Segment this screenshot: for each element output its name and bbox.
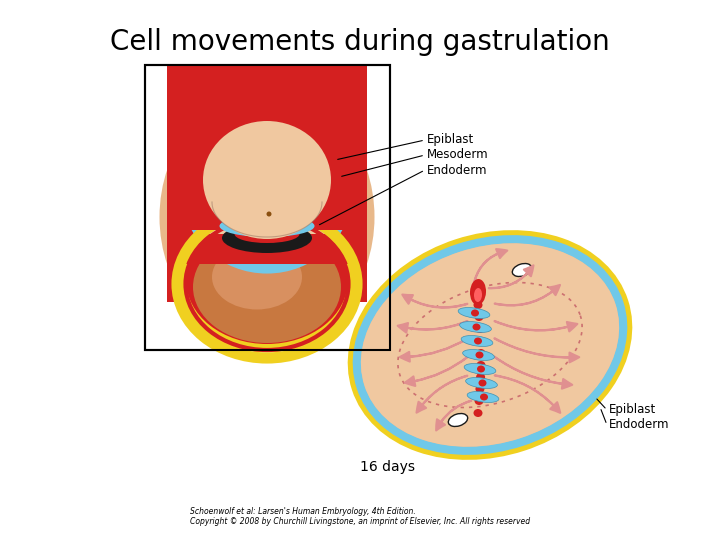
FancyArrowPatch shape <box>495 285 560 306</box>
FancyArrowPatch shape <box>397 321 467 333</box>
Ellipse shape <box>160 90 374 345</box>
Ellipse shape <box>449 414 468 427</box>
Ellipse shape <box>220 215 315 237</box>
Text: Epiblast: Epiblast <box>427 133 474 146</box>
Ellipse shape <box>361 243 619 447</box>
FancyArrowPatch shape <box>494 356 572 389</box>
FancyArrowPatch shape <box>495 338 579 362</box>
Bar <box>177 234 357 264</box>
Ellipse shape <box>474 397 484 405</box>
FancyArrowPatch shape <box>402 294 467 308</box>
FancyArrowPatch shape <box>473 249 508 285</box>
Ellipse shape <box>235 225 300 243</box>
Ellipse shape <box>223 222 311 238</box>
Ellipse shape <box>477 361 485 369</box>
Bar <box>145 65 390 350</box>
Ellipse shape <box>474 409 482 417</box>
Ellipse shape <box>177 207 357 353</box>
Ellipse shape <box>464 363 496 374</box>
Text: Endoderm: Endoderm <box>609 418 670 431</box>
Ellipse shape <box>222 221 312 253</box>
Text: Schoenwolf et al: Larsen's Human Embryology, 4th Edition.
Copyright © 2008 by Ch: Schoenwolf et al: Larsen's Human Embryol… <box>190 507 530 526</box>
Ellipse shape <box>266 212 271 217</box>
Ellipse shape <box>212 245 302 309</box>
Text: Epiblast: Epiblast <box>609 403 656 416</box>
FancyArrowPatch shape <box>495 375 560 413</box>
FancyArrowPatch shape <box>405 356 468 386</box>
Ellipse shape <box>474 338 482 345</box>
Ellipse shape <box>470 279 486 305</box>
Text: Mesoderm: Mesoderm <box>427 148 489 161</box>
Ellipse shape <box>475 352 484 359</box>
Ellipse shape <box>167 97 367 337</box>
Ellipse shape <box>458 308 490 319</box>
Ellipse shape <box>220 216 315 238</box>
Text: Endoderm: Endoderm <box>427 164 487 177</box>
Ellipse shape <box>201 121 333 243</box>
Ellipse shape <box>475 325 485 333</box>
Ellipse shape <box>476 373 485 381</box>
Ellipse shape <box>222 223 312 253</box>
Ellipse shape <box>193 231 341 343</box>
Bar <box>167 222 367 302</box>
Ellipse shape <box>477 349 485 357</box>
Ellipse shape <box>203 123 331 238</box>
Ellipse shape <box>513 264 531 276</box>
FancyArrowPatch shape <box>436 401 472 430</box>
Ellipse shape <box>189 114 344 260</box>
Ellipse shape <box>477 366 485 373</box>
Bar <box>145 65 390 350</box>
Ellipse shape <box>226 214 308 230</box>
Ellipse shape <box>350 232 630 458</box>
Ellipse shape <box>225 212 308 228</box>
FancyArrowPatch shape <box>416 376 467 413</box>
Ellipse shape <box>226 214 308 230</box>
Ellipse shape <box>266 213 271 218</box>
FancyArrowPatch shape <box>489 265 534 288</box>
Ellipse shape <box>474 313 484 321</box>
Ellipse shape <box>474 301 482 309</box>
Ellipse shape <box>203 121 331 239</box>
FancyArrowPatch shape <box>400 339 468 362</box>
Ellipse shape <box>474 288 482 302</box>
Ellipse shape <box>480 394 488 401</box>
Ellipse shape <box>479 380 487 387</box>
Ellipse shape <box>476 337 485 345</box>
Ellipse shape <box>186 216 348 344</box>
Ellipse shape <box>472 323 480 330</box>
Ellipse shape <box>463 349 495 360</box>
Ellipse shape <box>467 392 499 402</box>
Text: Cell movements during gastrulation: Cell movements during gastrulation <box>110 28 610 56</box>
Ellipse shape <box>461 335 493 347</box>
Ellipse shape <box>475 385 485 393</box>
Ellipse shape <box>266 213 271 218</box>
Bar <box>167 65 367 230</box>
Ellipse shape <box>466 377 498 388</box>
Ellipse shape <box>235 224 300 244</box>
Text: 16 days: 16 days <box>360 460 415 474</box>
Ellipse shape <box>201 121 333 243</box>
FancyArrowPatch shape <box>495 321 577 332</box>
Ellipse shape <box>459 322 491 333</box>
Ellipse shape <box>471 309 479 316</box>
